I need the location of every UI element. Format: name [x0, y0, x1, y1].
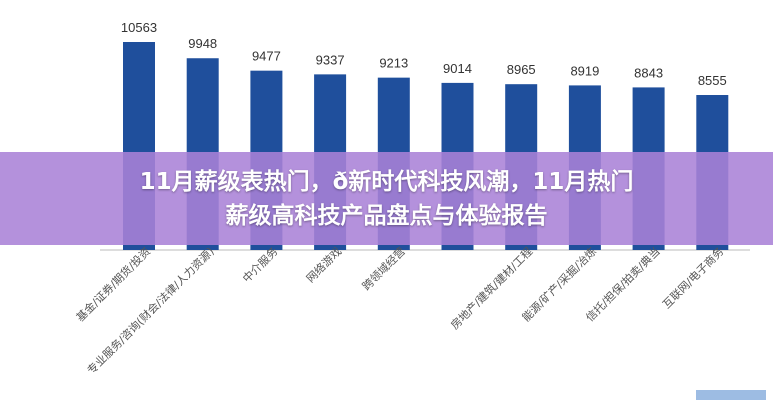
data-label: 8919: [570, 63, 599, 78]
data-label: 8965: [507, 62, 536, 77]
data-label: 8843: [634, 65, 663, 80]
data-label: 9948: [188, 36, 217, 51]
category-label: 专业服务/咨询(财会/法律/人力资源): [84, 244, 217, 377]
watermark-fragment: [696, 390, 766, 400]
category-label: 跨领域经营: [359, 244, 408, 293]
data-label: 9477: [252, 49, 281, 64]
data-label: 8555: [698, 73, 727, 88]
title-banner: 11月薪级表热门，ð新时代科技风潮，11月热门 薪级高科技产品盘点与体验报告: [0, 152, 773, 245]
data-label: 10563: [121, 20, 157, 35]
data-label: 9337: [316, 52, 345, 67]
data-label: 9014: [443, 61, 472, 76]
category-label: 互联网/电子商务: [659, 244, 726, 311]
data-label: 9213: [379, 56, 408, 71]
title-line-2: 薪级高科技产品盘点与体验报告: [225, 202, 548, 229]
category-label: 中介服务: [240, 245, 280, 285]
title-line-1: 11月薪级表热门，ð新时代科技风潮，11月热门: [139, 168, 634, 195]
